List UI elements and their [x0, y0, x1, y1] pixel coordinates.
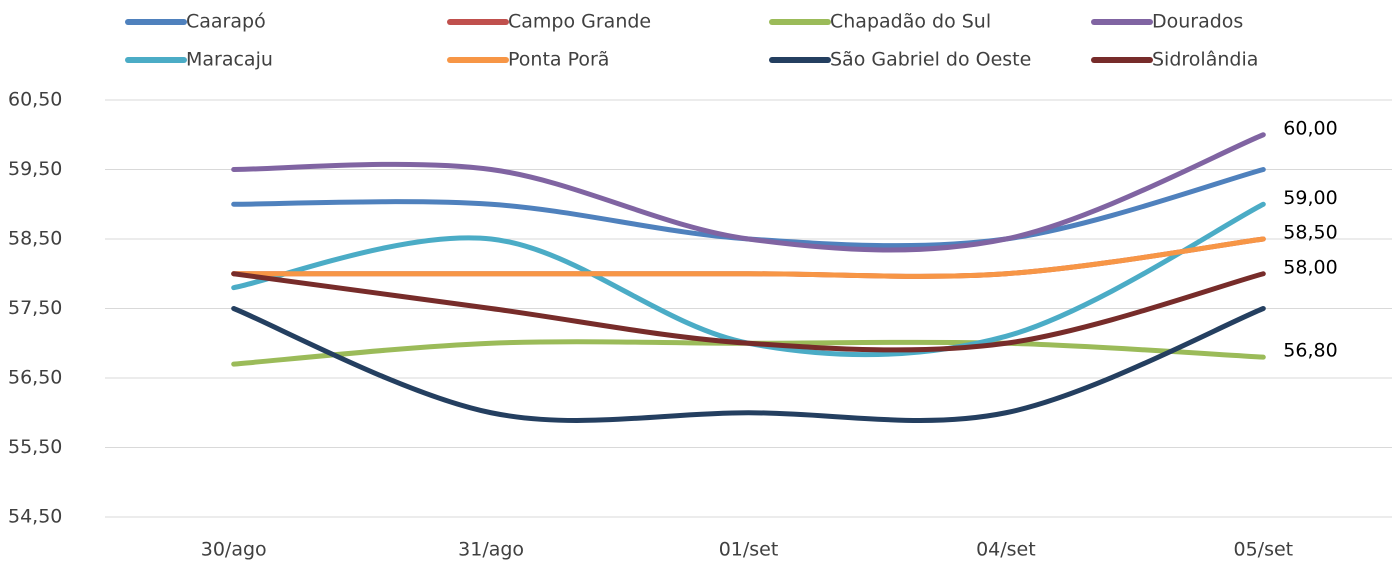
legend-label: São Gabriel do Oeste	[830, 49, 1031, 71]
legend-label: Chapadão do Sul	[830, 11, 991, 33]
data-label: 60,00	[1283, 117, 1337, 139]
x-tick-label: 04/set	[976, 539, 1036, 561]
y-tick-label: 60,50	[8, 89, 62, 111]
series-line	[231, 201, 1266, 358]
data-label: 56,80	[1283, 340, 1337, 362]
data-label: 58,00	[1283, 256, 1337, 278]
x-tick-label: 01/set	[719, 539, 779, 561]
y-tick-label: 58,50	[8, 228, 62, 250]
legend-label: Sidrolândia	[1152, 49, 1258, 71]
x-tick-label: 31/ago	[458, 539, 524, 561]
data-label: 58,50	[1283, 222, 1337, 244]
y-tick-label: 55,50	[8, 436, 62, 458]
x-tick-label: 30/ago	[201, 539, 267, 561]
legend-label: Ponta Porã	[508, 49, 609, 71]
y-tick-label: 57,50	[8, 297, 62, 319]
series-line	[231, 306, 1266, 423]
series-line	[231, 236, 1266, 279]
y-tick-label: 56,50	[8, 367, 62, 389]
series-line	[231, 236, 1266, 279]
x-tick-label: 05/set	[1233, 539, 1293, 561]
series-line	[231, 271, 1266, 353]
legend-label: Dourados	[1152, 11, 1243, 33]
data-label: 59,00	[1283, 187, 1337, 209]
legend-label: Campo Grande	[508, 11, 651, 33]
y-tick-label: 59,50	[8, 158, 62, 180]
legend-label: Maracaju	[186, 49, 273, 71]
series-line	[231, 132, 1266, 253]
y-tick-label: 54,50	[8, 506, 62, 528]
legend-label: Caarapó	[186, 11, 266, 33]
